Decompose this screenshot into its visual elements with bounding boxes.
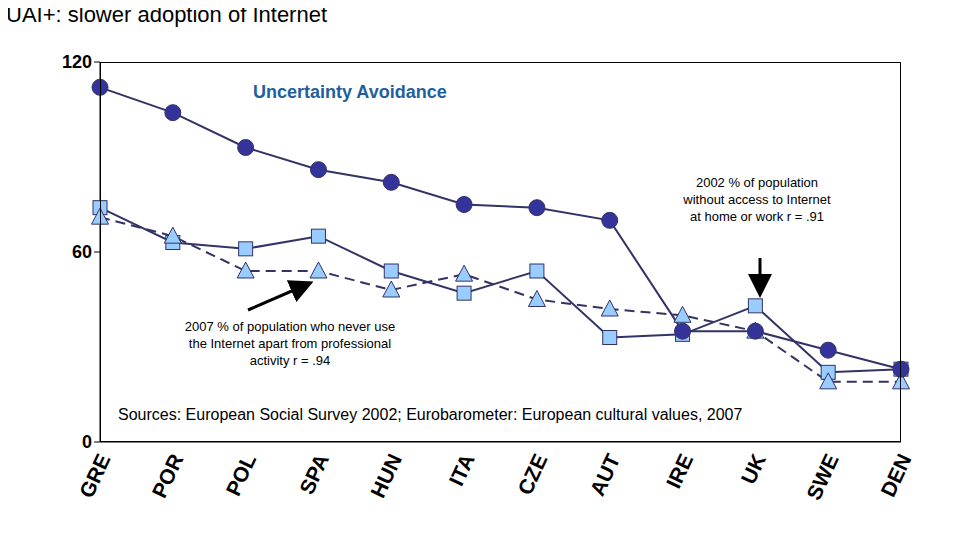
html-text:Uncertainty Avoidance: Uncertainty Avoidance [253,82,447,102]
html-text:2007 % of population who never: 2007 % of population who never use the I… [184,319,396,368]
html-text:Sources: European Social Surve: Sources: European Social Survey 2002; Eu… [118,406,743,423]
svg-text:GRE: GRE [75,450,115,501]
svg-text:DEN: DEN [876,450,916,500]
svg-text:UK: UK [736,450,770,487]
svg-text:0: 0 [82,432,92,452]
svg-text:HUN: HUN [366,450,406,501]
html-text:UAI+: slower adoption of Inter: UAI+: slower adoption of Internet [6,2,327,27]
svg-text:POL: POL [221,450,260,499]
svg-text:SWE: SWE [802,450,843,503]
svg-text:IRE: IRE [662,450,698,491]
svg-text:60: 60 [72,242,92,262]
svg-text:AUT: AUT [585,450,624,499]
svg-text:SPA: SPA [295,450,333,497]
svg-text:POR: POR [147,450,187,501]
svg-text:120: 120 [62,52,92,72]
html-text:2002 % of population without a: 2002 % of population without access to I… [683,175,831,224]
svg-text:CZE: CZE [513,450,552,498]
svg-text:ITA: ITA [444,450,478,489]
